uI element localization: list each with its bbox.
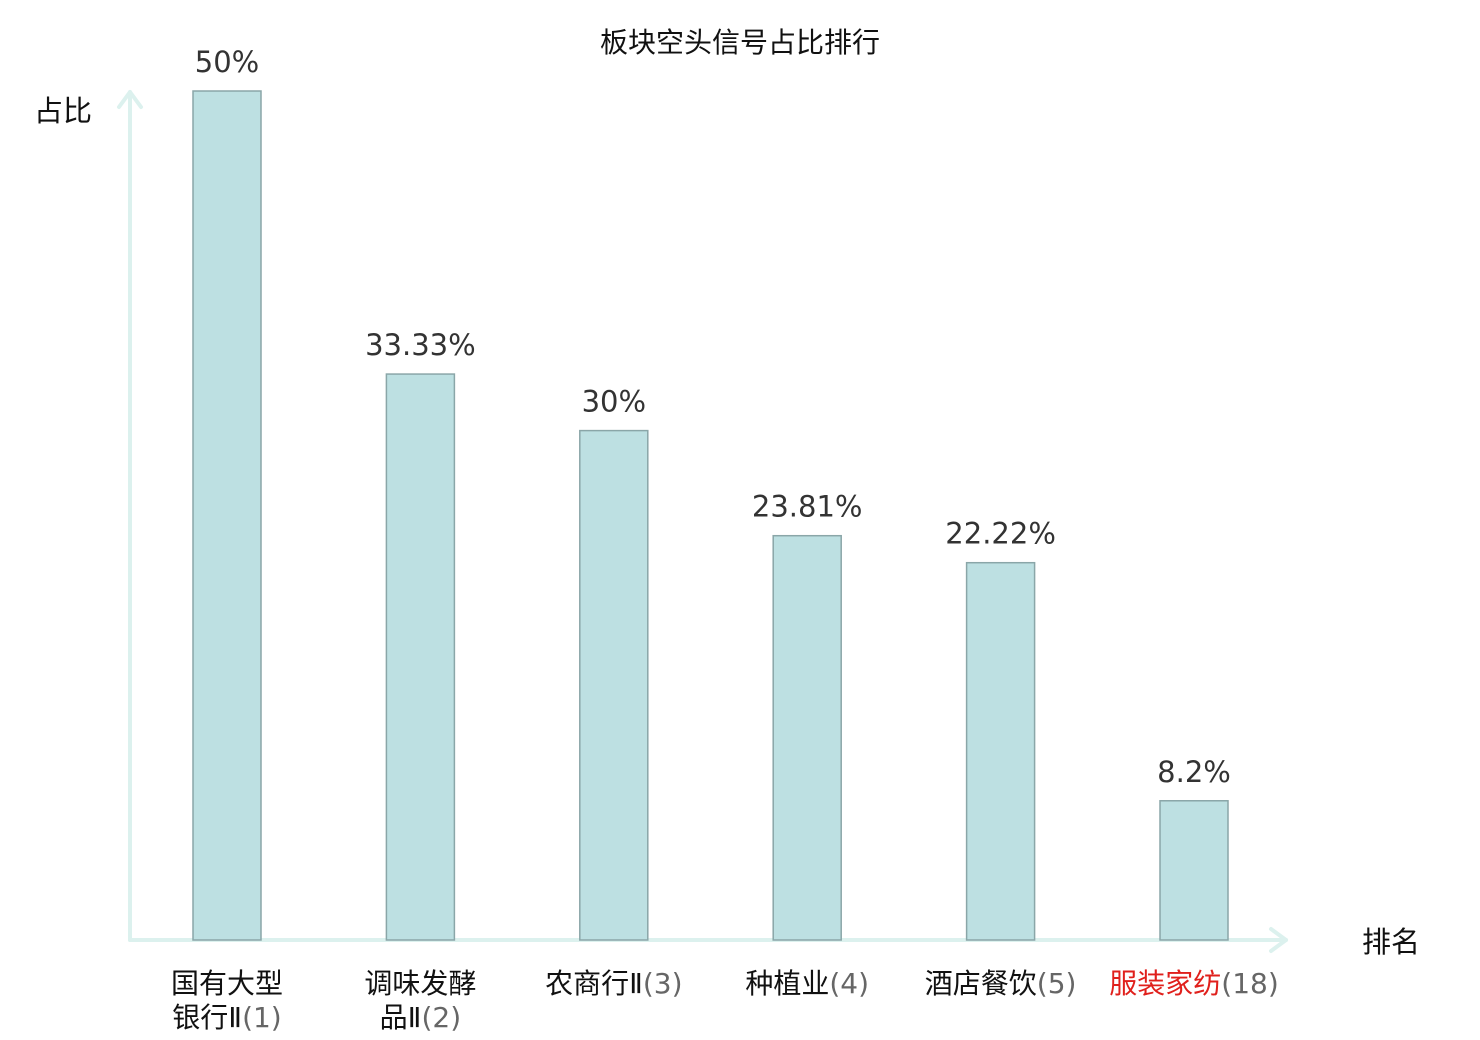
category-label-1-line-2: 银行Ⅱ(1) xyxy=(172,1001,281,1034)
bar-4 xyxy=(772,534,842,941)
category-label-4-line-1: 种植业(4) xyxy=(745,967,869,1000)
bar-1 xyxy=(192,90,262,941)
category-label-3-line-1: 农商行Ⅱ(3) xyxy=(545,967,682,1000)
y-axis-label: 占比 xyxy=(34,94,92,128)
chart-title: 板块空头信号占比排行 xyxy=(600,26,880,59)
category-label-1-line-1: 国有大型 xyxy=(171,967,283,1000)
y-axis xyxy=(117,90,143,942)
category-label-2-line-1: 调味发酵 xyxy=(364,967,476,1000)
bars-group xyxy=(192,90,1229,941)
bar-5 xyxy=(965,561,1036,941)
bar-6 xyxy=(1159,800,1229,941)
category-label-5-line-1: 酒店餐饮(5) xyxy=(925,967,1077,1000)
x-axis xyxy=(128,927,1288,953)
value-label-2: 33.33% xyxy=(365,328,476,362)
bar-3 xyxy=(579,429,649,941)
bar-2 xyxy=(385,373,456,941)
value-label-3: 30% xyxy=(582,385,646,419)
value-label-4: 23.81% xyxy=(752,490,863,524)
value-label-1: 50% xyxy=(195,45,259,79)
category-label-2-line-2: 品Ⅱ(2) xyxy=(380,1001,461,1034)
value-label-5: 22.22% xyxy=(945,517,1056,551)
category-label-6-line-1: 服装家纺(18) xyxy=(1109,967,1279,1000)
value-label-6: 8.2% xyxy=(1157,755,1231,789)
value-labels-group: 50% 33.33% 30% 23.81% 22.22% 8.2% xyxy=(195,45,1231,789)
x-axis-label: 排名 xyxy=(1362,925,1420,959)
